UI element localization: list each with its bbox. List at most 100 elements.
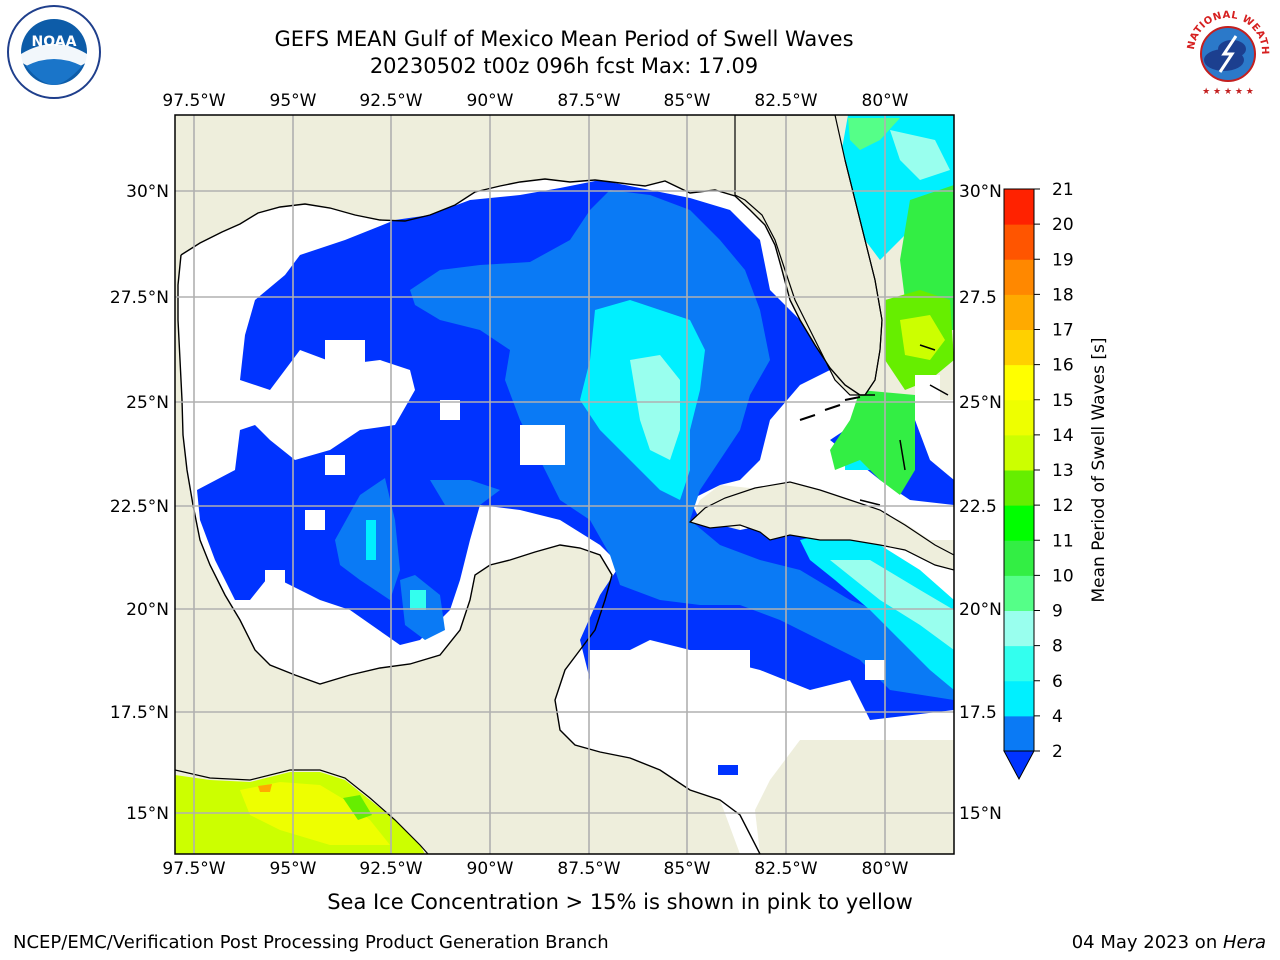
bahamas-islands: [859, 344, 949, 506]
data-gap: [865, 660, 885, 680]
chart-subtitle: 20230502 t00z 096h fcst Max: 17.09: [369, 54, 759, 78]
lat-tick-label-left: 27.5°N: [110, 288, 169, 308]
lon-tick-label-top: 87.5°W: [557, 91, 620, 111]
colorbar-tick-label: 11: [1052, 531, 1074, 551]
florida-coastline: [844, 159, 883, 396]
lat-tick-label-right: 20°N: [959, 600, 1002, 620]
colorbar-segment: [1004, 645, 1034, 682]
colorbar-segment: [1004, 399, 1034, 436]
lat-tick-label-left: 22.5°N: [110, 497, 169, 517]
lat-tick-label-right: 25°N: [959, 393, 1002, 413]
latitude-labels-right: 30°N 27.5 25°N 22.5 20°N 17.5 15°N: [959, 182, 1002, 824]
lat-tick-label-left: 17.5°N: [110, 703, 169, 723]
gridlines: [175, 115, 954, 854]
lon-tick-label-bottom: 82.5°W: [754, 859, 817, 879]
florida-keys: [799, 396, 861, 421]
colorbar-segment: [1004, 575, 1034, 611]
lon-tick-label-bottom: 92.5°W: [359, 859, 422, 879]
period-band-6-8-sw: [410, 590, 426, 610]
lon-tick-label-top: 90°W: [467, 91, 514, 111]
lat-tick-label-left: 25°N: [126, 393, 169, 413]
colorbar-extend-min: [1003, 750, 1035, 781]
lon-tick-label-bottom: 90°W: [467, 859, 514, 879]
colorbar-tick-label: 4: [1052, 707, 1063, 727]
colorbar-segment: [1004, 505, 1034, 541]
lon-tick-label-top: 92.5°W: [359, 91, 422, 111]
period-band-4-6-central: [430, 480, 500, 505]
lat-tick-label-left: 30°N: [126, 182, 169, 202]
period-band-6-8-caribbean: [800, 530, 954, 690]
lon-tick-label-bottom: 97.5°W: [162, 859, 225, 879]
colorbar-tick-label: 18: [1052, 285, 1074, 305]
colorbar-tick-label: 20: [1052, 215, 1074, 235]
colorbar-segment: [1004, 610, 1034, 647]
machine-name: Hera: [1222, 932, 1266, 953]
longitude-labels-bottom: 97.5°W 95°W 92.5°W 90°W 87.5°W 85°W 82.5°W 80°W: [162, 859, 908, 879]
map-frame: [174, 114, 955, 855]
sea-ice-note: Sea Ice Concentration > 15% is shown in …: [327, 890, 913, 914]
gulf-coastline: [180, 178, 875, 396]
colorbar-tick-label: 19: [1052, 250, 1074, 270]
period-band-10-12: [848, 118, 900, 150]
credit-text: NCEP/EMC/Verification Post Processing Pr…: [13, 932, 609, 953]
colorbar-segment: [1004, 715, 1034, 752]
date-stamp: 04 May 2023 on Hera: [1072, 932, 1266, 953]
colorbar-segment: [1004, 224, 1034, 260]
lat-tick-label-right: 30°N: [959, 182, 1002, 202]
lon-tick-label-bottom: 95°W: [270, 859, 317, 879]
date-text: 04 May 2023 on: [1071, 932, 1223, 953]
colorbar-label: Mean Period of Swell Waves [s]: [1089, 338, 1109, 603]
central-america-pacific-coast: [175, 769, 429, 854]
colorbar-segment: [1004, 434, 1034, 471]
colorbar-tick-label: 12: [1052, 496, 1074, 516]
period-band-13-14: [900, 315, 945, 360]
colorbar-tick-label: 9: [1052, 602, 1063, 622]
lon-tick-label-bottom: 85°W: [664, 859, 711, 879]
colorbar-segment: [1004, 189, 1034, 225]
colorbar-segment: [1004, 259, 1034, 295]
period-band-8-9: [630, 355, 680, 460]
data-gap: [265, 570, 285, 590]
colorbar-tick-label: 6: [1052, 672, 1063, 692]
latitude-labels-left: 30°N 27.5°N 25°N 22.5°N 20°N 17.5°N 15°N: [110, 182, 169, 824]
colorbar-segment: [1004, 540, 1034, 576]
lon-tick-label-top: 80°W: [862, 91, 909, 111]
lat-tick-label-right: 27.5: [959, 288, 997, 308]
lon-tick-label-bottom: 87.5°W: [557, 859, 620, 879]
data-gap: [305, 510, 325, 530]
svg-text:NOAA: NOAA: [32, 34, 77, 50]
data-gap: [325, 455, 345, 475]
longitude-labels-top: 97.5°W 95°W 92.5°W 90°W 87.5°W 85°W 82.5°W 80°W: [162, 91, 908, 111]
data-gap: [440, 400, 460, 420]
colorbar-segment: [1004, 680, 1034, 717]
colorbar-segment: [1004, 294, 1034, 330]
lon-tick-label-top: 97.5°W: [162, 91, 225, 111]
colorbar-tick-label: 13: [1052, 461, 1074, 481]
colorbar-tick-label: 2: [1052, 742, 1063, 762]
chart-title: GEFS MEAN Gulf of Mexico Mean Period of …: [274, 27, 854, 51]
colorbar-tick-label: 17: [1052, 321, 1074, 341]
pacific-orange-patch: [258, 784, 272, 792]
svg-text:★ ★ ★ ★ ★: ★ ★ ★ ★ ★: [1202, 87, 1254, 97]
colorbar-tick-label: 16: [1052, 356, 1074, 376]
colorbar-segment: [1004, 470, 1034, 506]
nws-logo: NATIONAL WEATHER SERVICE ★ ★ ★ ★ ★: [1180, 2, 1274, 98]
colorbar-segment: [1004, 364, 1034, 401]
noaa-logo: NOAA: [7, 5, 101, 99]
data-gap: [325, 340, 365, 385]
data-gap: [915, 375, 940, 400]
lat-tick-label-right: 15°N: [959, 804, 1002, 824]
period-band-10-12-straits: [830, 390, 915, 495]
period-band-6-8-west: [366, 520, 376, 560]
lon-tick-label-top: 85°W: [664, 91, 711, 111]
colorbar-segment: [1004, 329, 1034, 366]
colorbar: 2 4 6 8 9 10 11 12 13 14 15 16 17 18 19 20 21: [1003, 180, 1074, 781]
lat-tick-label-left: 15°N: [126, 804, 169, 824]
colorbar-tick-label: 15: [1052, 391, 1074, 411]
lon-tick-label-bottom: 80°W: [862, 859, 909, 879]
colorbar-tick-label: 14: [1052, 426, 1074, 446]
lon-tick-label-top: 82.5°W: [754, 91, 817, 111]
colorbar-tick-label: 10: [1052, 566, 1074, 586]
data-gap: [520, 425, 565, 465]
